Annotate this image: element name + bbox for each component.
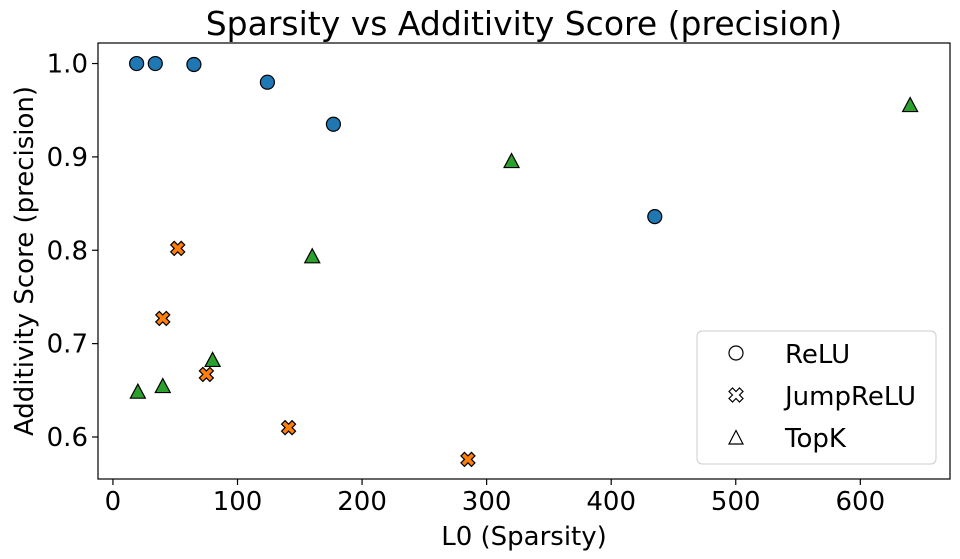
chart-title: Sparsity vs Additivity Score (precision) (206, 4, 843, 43)
data-point-relu (129, 55, 145, 72)
legend: ReLU JumpReLU TopK (696, 330, 937, 465)
data-point-topk (503, 152, 521, 169)
data-point-jumprelu (198, 366, 215, 383)
legend-circle-icon (728, 345, 744, 361)
legend-label-jumprelu: JumpReLU (783, 382, 916, 412)
data-point-jumprelu (169, 240, 186, 257)
x-tick-label: 400 (586, 487, 636, 517)
y-axis-label: Additivity Score (precision) (10, 86, 40, 436)
y-tick-label: 0.8 (47, 236, 88, 266)
y-tick-label: 0.6 (47, 423, 88, 453)
legend-triangle-icon (728, 429, 744, 445)
x-tick-label: 500 (711, 487, 761, 517)
legend-label-relu: ReLU (785, 340, 850, 370)
y-tick-label: 0.9 (47, 143, 88, 173)
legend-label-topk: TopK (784, 424, 847, 454)
x-tick-label: 200 (337, 487, 387, 517)
data-point-topk (204, 351, 222, 368)
data-point-topk (303, 247, 321, 264)
data-point-jumprelu (460, 451, 476, 468)
x-tick-label: 600 (835, 487, 885, 517)
data-point-topk (901, 96, 919, 113)
x-tick-label: 100 (213, 487, 263, 517)
data-point-topk (129, 382, 147, 399)
data-point-relu (325, 116, 342, 132)
data-points (129, 55, 919, 468)
y-axis-ticks: 0.6 0.7 0.8 0.9 1.0 (47, 50, 98, 453)
data-point-jumprelu (154, 310, 171, 327)
y-tick-label: 0.7 (47, 330, 88, 360)
data-point-relu (147, 55, 163, 72)
x-tick-label: 0 (105, 487, 122, 517)
x-axis-ticks: 0 100 200 300 400 500 600 (105, 479, 885, 517)
data-point-jumprelu (280, 419, 297, 436)
data-point-topk (154, 377, 172, 394)
legend-box (696, 330, 937, 465)
legend-x-icon (728, 387, 744, 403)
x-tick-label: 300 (462, 487, 512, 517)
x-axis-label: L0 (Sparsity) (441, 522, 607, 552)
data-point-relu (259, 74, 276, 90)
data-point-relu (647, 209, 663, 225)
data-point-relu (186, 56, 202, 73)
y-tick-label: 1.0 (47, 50, 88, 80)
